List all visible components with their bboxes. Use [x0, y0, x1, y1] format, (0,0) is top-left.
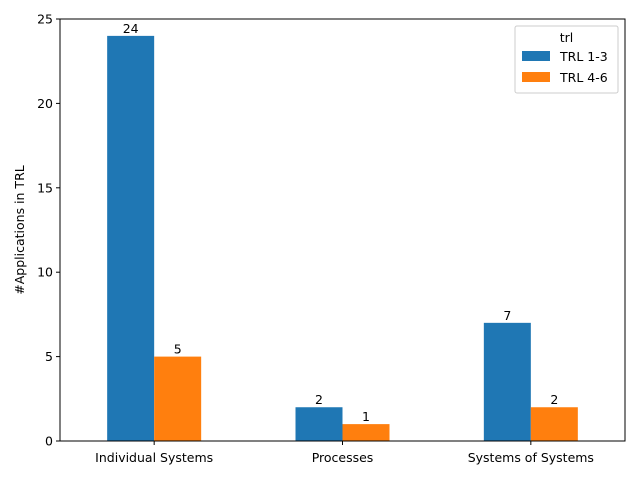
- y-tick-label: 20: [37, 96, 53, 111]
- y-axis-label: #Applications in TRL: [12, 165, 27, 294]
- data-label: 1: [362, 409, 370, 424]
- data-label: 2: [550, 392, 558, 407]
- legend: trl TRL 1-3 TRL 4-6: [514, 25, 619, 94]
- x-ticks-layer: Individual Systems Processes Systems of Sy…: [95, 441, 594, 465]
- y-tick-label: 10: [37, 265, 53, 280]
- data-label: 2: [315, 392, 323, 407]
- bar: [342, 424, 390, 441]
- data-label: 5: [174, 342, 182, 357]
- y-tick-label: 25: [37, 12, 53, 27]
- x-tick-label: Individual Systems: [95, 450, 213, 465]
- bar: [154, 356, 202, 441]
- y-tick-label: 5: [45, 349, 53, 364]
- legend-label: TRL 4-6: [559, 70, 608, 85]
- legend-title: trl: [560, 30, 574, 45]
- y-tick-label: 15: [37, 180, 53, 195]
- y-tick-label: 0: [45, 434, 53, 449]
- bars-layer: [107, 35, 578, 441]
- bar: [107, 35, 155, 441]
- data-label: 24: [123, 21, 139, 36]
- bar: [295, 407, 343, 441]
- bar: [530, 407, 578, 441]
- legend-entries: TRL 1-3 TRL 4-6: [522, 49, 608, 85]
- legend-label: TRL 1-3: [559, 49, 608, 64]
- data-label: 7: [503, 308, 511, 323]
- y-ticks-layer: 0 5 10 15 20 25: [37, 12, 60, 449]
- data-labels-layer: 24 5 2 1 7 2: [123, 21, 559, 424]
- x-tick-label: Systems of Systems: [468, 450, 594, 465]
- legend-swatch: [522, 51, 550, 61]
- bar: [483, 322, 531, 441]
- legend-swatch: [522, 72, 550, 82]
- x-tick-label: Processes: [312, 450, 374, 465]
